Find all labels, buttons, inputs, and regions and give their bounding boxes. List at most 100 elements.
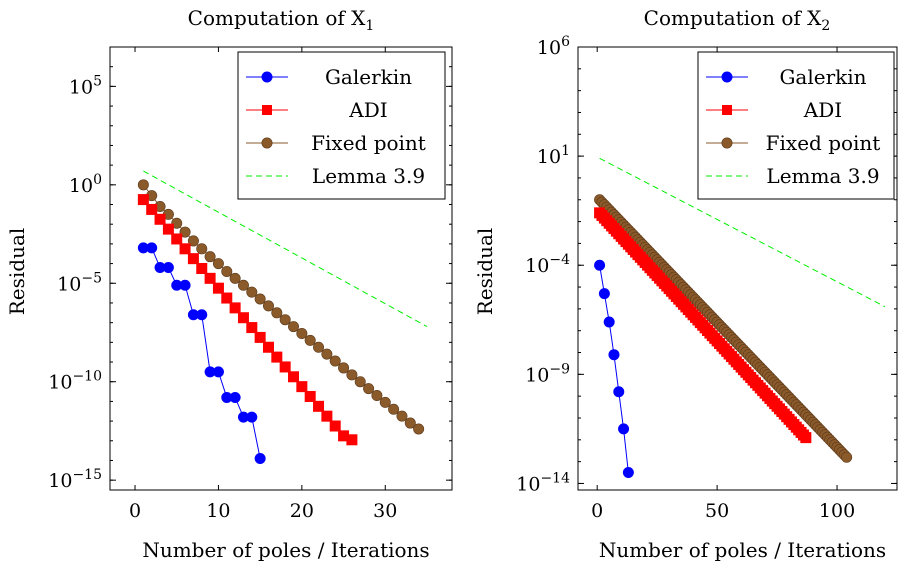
data-point-adi bbox=[154, 213, 166, 225]
data-point-adi bbox=[321, 410, 333, 422]
legend-label: Galerkin bbox=[779, 65, 866, 89]
y-tick-label: 10−9 bbox=[525, 361, 570, 386]
data-point-fixed-point bbox=[396, 410, 408, 422]
y-tick-exponent: 5 bbox=[93, 73, 102, 89]
data-point-galerkin bbox=[613, 386, 625, 398]
data-point-fixed-point bbox=[187, 235, 199, 247]
data-point-adi bbox=[296, 381, 308, 393]
data-point-galerkin bbox=[594, 259, 606, 271]
data-point-fixed-point bbox=[171, 217, 183, 229]
legend-item-fixed-point: Fixed point bbox=[706, 131, 880, 155]
legend-label: ADI bbox=[803, 98, 842, 122]
data-point-adi bbox=[171, 233, 183, 245]
data-point-fixed-point bbox=[204, 251, 216, 263]
x-axis-label: Number of poles / Iterations bbox=[599, 538, 886, 562]
data-point-adi bbox=[313, 400, 325, 412]
data-point-adi bbox=[262, 341, 274, 353]
data-point-adi bbox=[329, 420, 341, 432]
data-point-fixed-point bbox=[329, 355, 341, 367]
y-tick-exponent: 0 bbox=[93, 172, 102, 188]
data-point-fixed-point bbox=[137, 179, 149, 191]
data-point-galerkin bbox=[212, 366, 224, 378]
y-tick-base: 10 bbox=[516, 473, 540, 495]
x-tick-label: 0 bbox=[591, 500, 603, 522]
data-point-adi bbox=[271, 351, 283, 363]
y-tick-base: 10 bbox=[525, 255, 549, 277]
data-point-galerkin bbox=[622, 467, 634, 479]
plot-frame bbox=[577, 46, 898, 491]
data-point-galerkin bbox=[146, 242, 158, 254]
data-point-adi bbox=[346, 434, 358, 446]
chart-title: Computation of X2 bbox=[644, 6, 831, 34]
data-point-adi bbox=[800, 432, 812, 444]
legend-item-fixed-point: Fixed point bbox=[246, 131, 426, 155]
series-adi bbox=[137, 194, 358, 446]
data-point-fixed-point bbox=[413, 423, 425, 435]
data-point-fixed-point bbox=[229, 272, 241, 284]
data-point-fixed-point bbox=[212, 258, 224, 270]
data-point-galerkin bbox=[246, 411, 258, 423]
data-point-adi bbox=[288, 371, 300, 383]
y-tick-base: 10 bbox=[48, 470, 72, 492]
legend: Galerkin ADI Fixed point Lemma 3.9 bbox=[697, 51, 895, 200]
data-point-adi bbox=[212, 282, 224, 294]
legend-item-adi: ADI bbox=[706, 98, 842, 122]
legend-swatch-marker bbox=[721, 137, 733, 149]
chart-title-subscript: 2 bbox=[821, 18, 830, 34]
data-point-adi bbox=[204, 272, 216, 284]
chart-title-text: Computation of X bbox=[644, 6, 822, 30]
y-tick-label: 10−14 bbox=[516, 470, 570, 495]
data-point-galerkin bbox=[179, 279, 191, 291]
chart-title: Computation of X1 bbox=[188, 6, 375, 34]
y-tick-base: 10 bbox=[69, 76, 93, 98]
legend-item-lemma-3-9: Lemma 3.9 bbox=[706, 164, 880, 188]
legend-label: Lemma 3.9 bbox=[312, 164, 425, 188]
legend-label: Fixed point bbox=[766, 131, 881, 155]
data-point-galerkin bbox=[618, 423, 630, 435]
chart-title-text: Computation of X bbox=[188, 6, 366, 30]
y-tick-label: 101 bbox=[537, 143, 570, 168]
legend-label: ADI bbox=[348, 98, 387, 122]
data-point-adi bbox=[229, 302, 241, 314]
y-axis-label: Residual bbox=[473, 228, 497, 316]
legend-label: Fixed point bbox=[311, 131, 426, 155]
data-point-galerkin bbox=[196, 309, 208, 321]
data-point-fixed-point bbox=[196, 243, 208, 255]
legend-swatch-marker bbox=[721, 71, 733, 83]
data-point-fixed-point bbox=[179, 226, 191, 238]
data-point-fixed-point bbox=[841, 451, 853, 463]
data-point-galerkin bbox=[162, 262, 174, 274]
y-tick-exponent: −5 bbox=[81, 270, 102, 286]
legend-swatch-marker bbox=[722, 105, 732, 115]
data-point-adi bbox=[162, 223, 174, 235]
plot-frame bbox=[109, 46, 453, 491]
data-point-fixed-point bbox=[388, 403, 400, 415]
series-line-galerkin bbox=[143, 247, 261, 459]
data-point-adi bbox=[196, 263, 208, 274]
data-point-adi bbox=[146, 203, 158, 215]
data-point-galerkin bbox=[229, 391, 241, 403]
y-tick-base: 10 bbox=[57, 273, 81, 295]
x-tick-label: 10 bbox=[206, 500, 230, 522]
x-tick-label: 20 bbox=[290, 500, 314, 522]
data-point-fixed-point bbox=[221, 265, 233, 277]
data-point-adi bbox=[279, 361, 291, 373]
data-point-fixed-point bbox=[404, 417, 416, 429]
data-point-fixed-point bbox=[371, 389, 383, 401]
y-tick-label: 10−10 bbox=[48, 369, 102, 394]
data-point-galerkin bbox=[608, 349, 620, 361]
data-point-fixed-point bbox=[237, 279, 249, 291]
series-galerkin bbox=[137, 242, 266, 464]
data-point-adi bbox=[187, 253, 199, 265]
y-tick-label: 10−5 bbox=[57, 270, 102, 295]
data-point-fixed-point bbox=[279, 314, 291, 326]
series-lemma-3-9 bbox=[143, 170, 428, 328]
data-point-fixed-point bbox=[338, 362, 350, 374]
data-point-fixed-point bbox=[379, 396, 391, 408]
data-point-adi bbox=[304, 390, 316, 402]
y-tick-label: 10−4 bbox=[525, 252, 570, 277]
series-line-lemma-3-9 bbox=[143, 170, 428, 328]
legend-swatch-marker bbox=[261, 71, 273, 83]
